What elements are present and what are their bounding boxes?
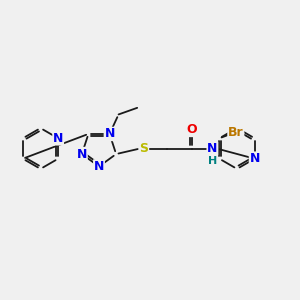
Text: N: N xyxy=(250,152,260,165)
Text: Br: Br xyxy=(228,126,244,139)
Text: N: N xyxy=(104,128,115,140)
Text: O: O xyxy=(187,123,197,136)
Text: N: N xyxy=(77,148,87,160)
Text: S: S xyxy=(140,142,148,155)
Text: N: N xyxy=(207,142,218,155)
Text: H: H xyxy=(208,155,217,166)
Text: N: N xyxy=(94,160,104,173)
Text: N: N xyxy=(53,132,63,145)
